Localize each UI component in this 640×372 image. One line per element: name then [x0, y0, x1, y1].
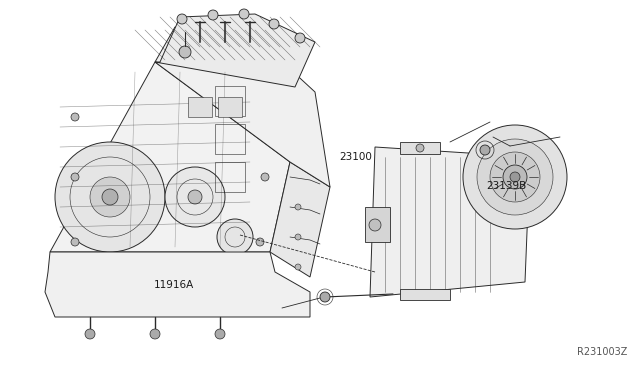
- Circle shape: [165, 167, 225, 227]
- Polygon shape: [400, 289, 450, 300]
- Circle shape: [90, 177, 130, 217]
- Circle shape: [490, 152, 540, 202]
- Circle shape: [503, 165, 527, 189]
- Circle shape: [510, 172, 520, 182]
- Text: R231003Z: R231003Z: [577, 347, 627, 357]
- Circle shape: [480, 145, 490, 155]
- Polygon shape: [45, 252, 310, 317]
- Circle shape: [55, 142, 165, 252]
- Polygon shape: [50, 62, 290, 252]
- Circle shape: [295, 33, 305, 43]
- Circle shape: [217, 219, 253, 255]
- Circle shape: [477, 139, 553, 215]
- Circle shape: [416, 144, 424, 152]
- Circle shape: [320, 292, 330, 302]
- Polygon shape: [155, 27, 330, 187]
- Polygon shape: [365, 207, 390, 242]
- Circle shape: [85, 329, 95, 339]
- Circle shape: [295, 204, 301, 210]
- Polygon shape: [188, 97, 212, 117]
- Circle shape: [177, 14, 187, 24]
- Polygon shape: [400, 142, 440, 154]
- Circle shape: [215, 329, 225, 339]
- Circle shape: [102, 189, 118, 205]
- Circle shape: [261, 173, 269, 181]
- Circle shape: [71, 113, 79, 121]
- Circle shape: [150, 329, 160, 339]
- Circle shape: [179, 46, 191, 58]
- Circle shape: [295, 234, 301, 240]
- Circle shape: [256, 238, 264, 246]
- Circle shape: [269, 19, 279, 29]
- Polygon shape: [218, 97, 242, 117]
- Circle shape: [239, 9, 249, 19]
- Circle shape: [71, 238, 79, 246]
- Circle shape: [295, 264, 301, 270]
- Circle shape: [463, 125, 567, 229]
- Polygon shape: [155, 14, 315, 87]
- Polygon shape: [270, 162, 330, 277]
- Circle shape: [188, 190, 202, 204]
- Text: 23139B: 23139B: [486, 181, 527, 191]
- Polygon shape: [370, 147, 530, 297]
- Text: 23100: 23100: [339, 152, 372, 162]
- Circle shape: [369, 219, 381, 231]
- Text: 11916A: 11916A: [154, 280, 194, 290]
- Circle shape: [208, 10, 218, 20]
- Circle shape: [71, 173, 79, 181]
